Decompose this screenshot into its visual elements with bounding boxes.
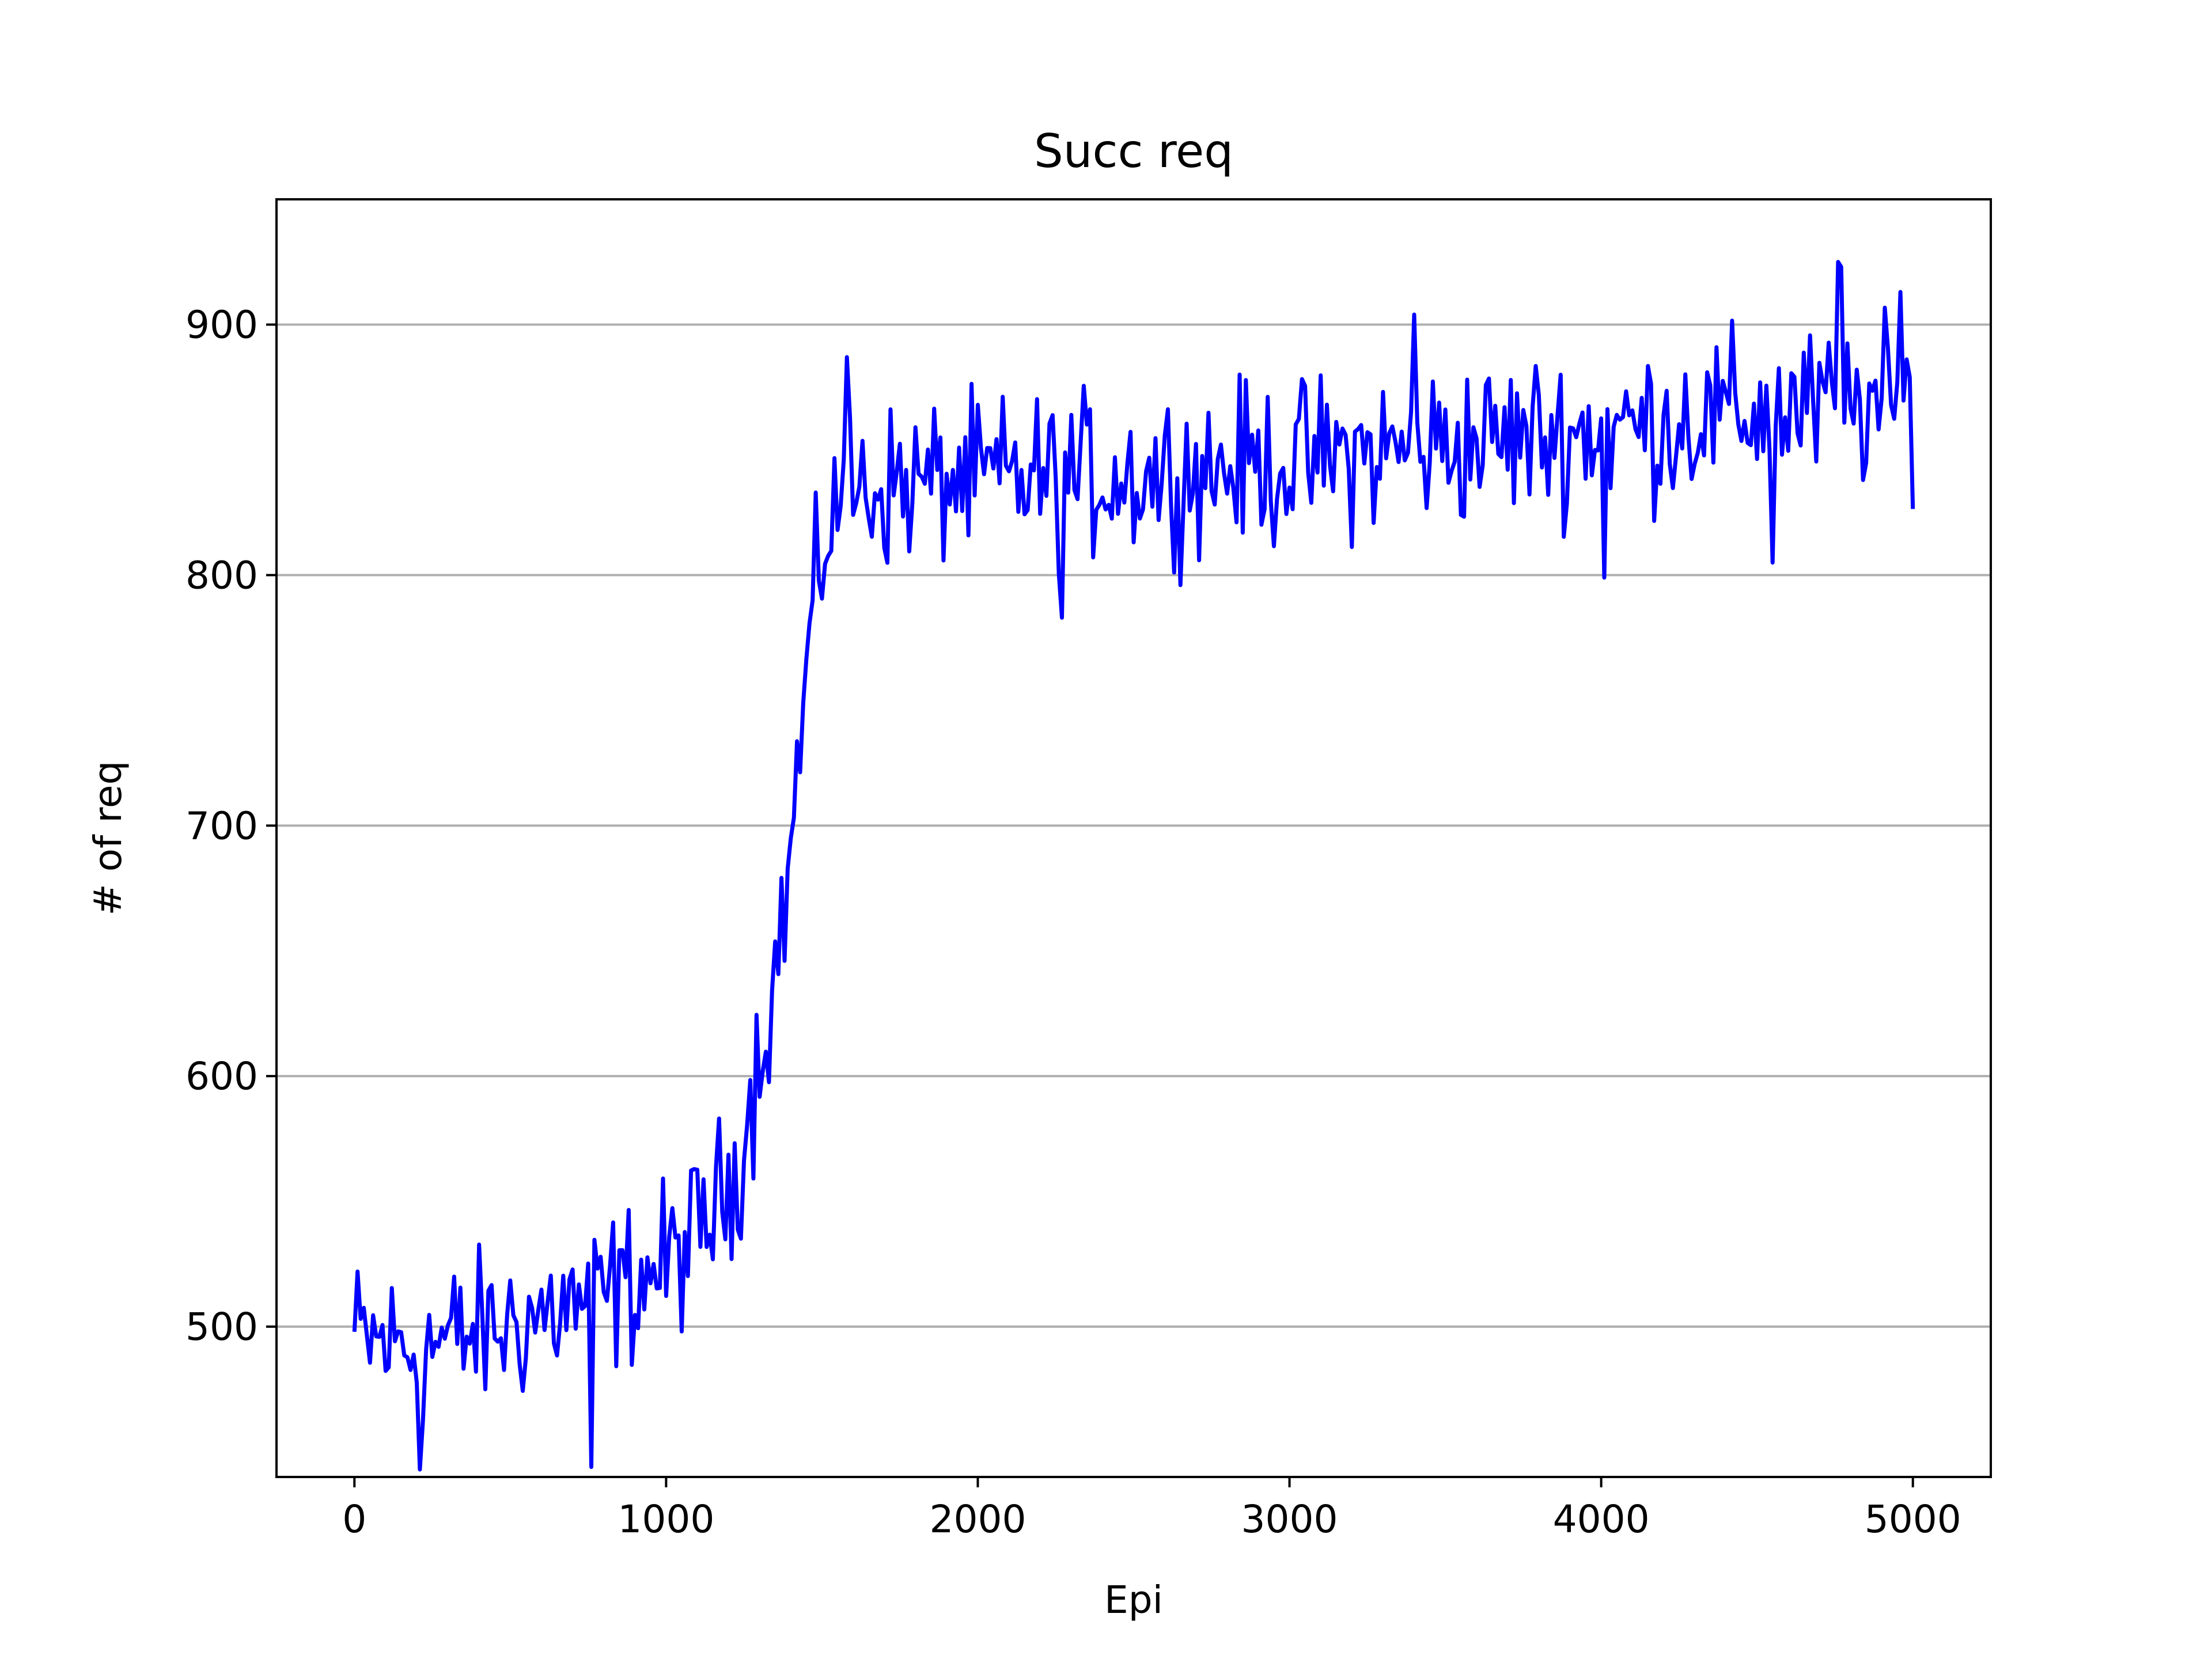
y-tick-label: 800 [185, 553, 258, 597]
chart-title: Succ req [1034, 124, 1233, 178]
y-tick-label: 500 [185, 1305, 258, 1349]
x-tick-label: 5000 [1865, 1497, 1961, 1541]
x-axis: 0 1000 2000 3000 4000 5000 [342, 1477, 1961, 1541]
x-axis-label: Epi [1104, 1578, 1163, 1622]
x-tick-label: 1000 [618, 1497, 714, 1541]
x-tick-label: 0 [342, 1497, 366, 1541]
x-tick-label: 4000 [1553, 1497, 1650, 1541]
y-tick-label: 600 [185, 1054, 258, 1099]
series-line-0 [352, 260, 1915, 1472]
gridlines [276, 323, 1991, 1328]
y-tick-label: 700 [185, 804, 258, 848]
plot-frame [275, 198, 1992, 1478]
y-axis: 500 600 700 800 900 [185, 302, 276, 1349]
y-tick-label: 900 [185, 302, 258, 347]
x-tick-label: 2000 [929, 1497, 1026, 1541]
y-axis-label: # of req [86, 760, 130, 915]
data-series [352, 260, 1915, 1472]
x-tick-label: 3000 [1241, 1497, 1338, 1541]
